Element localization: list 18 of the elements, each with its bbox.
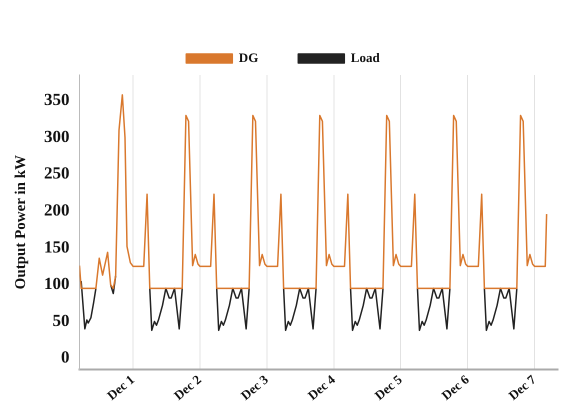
y-tick-label: 150 xyxy=(44,237,70,256)
x-tick-label: Dec 7 xyxy=(506,371,540,403)
y-axis-title: Output Power in kW xyxy=(12,155,29,290)
x-tick-label: Dec 5 xyxy=(372,371,406,403)
legend-label: Load xyxy=(350,50,380,65)
y-tick-label: 100 xyxy=(44,274,70,294)
x-tick-label: Dec 2 xyxy=(170,372,204,403)
y-tick-label: 250 xyxy=(44,164,70,183)
x-tick-label: Dec 1 xyxy=(104,372,138,403)
y-tick-label: 350 xyxy=(44,90,70,110)
y-tick-label: 200 xyxy=(44,200,70,220)
x-tick-label: Dec 6 xyxy=(438,371,472,403)
x-tick-label: Dec 4 xyxy=(304,371,338,403)
y-tick-label: 0 xyxy=(61,348,70,367)
legend-label: DG xyxy=(238,50,258,65)
y-tick-label: 300 xyxy=(44,126,70,146)
x-tick-label: Dec 3 xyxy=(238,371,272,403)
y-tick-label: 50 xyxy=(52,310,70,330)
